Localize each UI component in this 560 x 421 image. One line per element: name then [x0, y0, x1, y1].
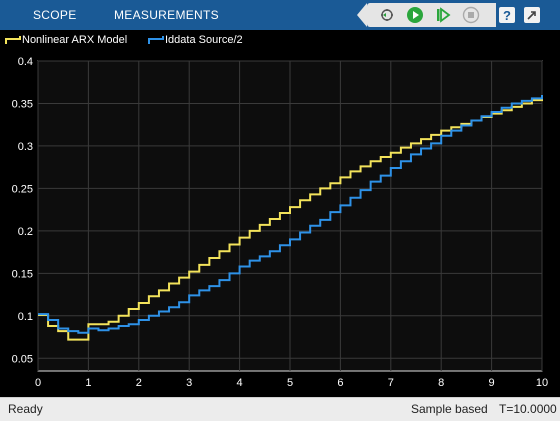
legend-swatch — [148, 36, 164, 44]
x-tick-label: 3 — [186, 377, 192, 389]
help-icon[interactable]: ? — [498, 6, 516, 24]
step-forward-icon[interactable] — [434, 6, 452, 24]
grid — [37, 60, 543, 371]
legend-label: Iddata Source/2 — [165, 34, 243, 46]
x-tick-label: 4 — [237, 377, 243, 389]
y-tick-label: 0.4 — [18, 56, 33, 68]
tick-labels: 0 1 2 3 4 5 6 7 8 9 10 0.05 0.1 0.15 0.2 0.25 0.3 0.35 0.4 — [12, 56, 549, 389]
tab-scope[interactable]: SCOPE — [33, 8, 77, 22]
help-area: ? — [496, 3, 560, 27]
legend-label: Nonlinear ARX Model — [22, 34, 128, 46]
simulation-time-text: T=10.0000 — [499, 402, 557, 416]
series-line-2 — [38, 94, 543, 334]
x-tick-label: 1 — [85, 377, 91, 389]
y-tick-label: 0.1 — [18, 311, 33, 323]
series-lines — [38, 94, 543, 341]
y-tick-label: 0.25 — [12, 183, 33, 195]
toolstrip: SCOPE MEASUREMENTS — [0, 0, 560, 30]
x-tick-label: 2 — [136, 377, 142, 389]
stop-icon[interactable] — [462, 6, 480, 24]
run-icon[interactable] — [406, 6, 424, 24]
x-tick-label: 7 — [388, 377, 394, 389]
status-bar: Ready Sample based T=10.0000 — [0, 397, 560, 421]
y-tick-label: 0.15 — [12, 268, 33, 280]
simulation-controls — [357, 3, 496, 27]
undock-icon[interactable] — [523, 6, 541, 24]
x-tick-label: 0 — [35, 377, 41, 389]
sample-mode-text: Sample based — [411, 402, 488, 416]
x-tick-label: 8 — [438, 377, 444, 389]
y-tick-label: 0.05 — [12, 353, 33, 365]
status-text: Ready — [8, 402, 43, 416]
x-tick-label: 6 — [337, 377, 343, 389]
step-back-icon[interactable] — [378, 6, 396, 24]
legend: Nonlinear ARX Model Iddata Source/2 — [0, 30, 560, 50]
scope-plot[interactable]: 0 1 2 3 4 5 6 7 8 9 10 0.05 0.1 0.15 0.2 0.25 0.3 0.35 0.4 — [0, 50, 560, 397]
x-tick-label: 10 — [536, 377, 548, 389]
x-tick-label: 5 — [287, 377, 293, 389]
y-tick-label: 0.3 — [18, 141, 33, 153]
y-tick-label: 0.2 — [18, 226, 33, 238]
x-tick-label: 9 — [489, 377, 495, 389]
svg-text:?: ? — [503, 8, 511, 23]
legend-swatch — [5, 36, 21, 44]
tab-measurements[interactable]: MEASUREMENTS — [114, 8, 219, 22]
y-tick-label: 0.35 — [12, 98, 33, 110]
